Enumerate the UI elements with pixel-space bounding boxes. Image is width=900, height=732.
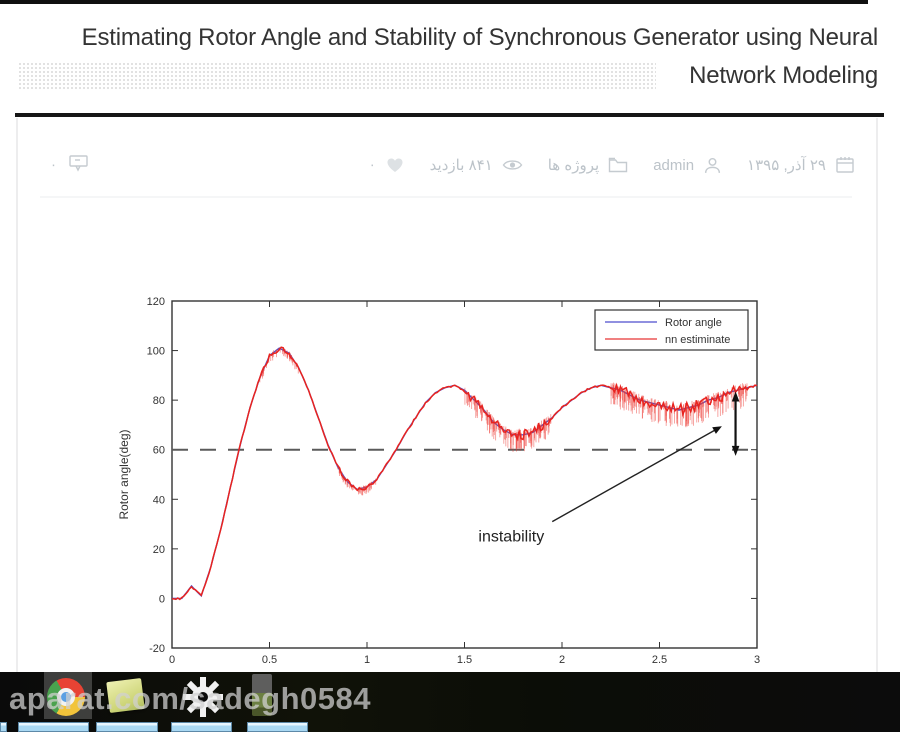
views-label: ۸۴۱ بازدید bbox=[429, 157, 493, 174]
views-group: ۸۴۱ بازدید bbox=[430, 155, 524, 175]
taskbar-window-stub[interactable] bbox=[171, 722, 232, 732]
svg-text:3: 3 bbox=[754, 654, 760, 666]
svg-text:60: 60 bbox=[153, 445, 165, 457]
svg-text:100: 100 bbox=[147, 346, 165, 358]
likes-group[interactable]: ۰ bbox=[369, 155, 406, 175]
watermark-text: aparat.com/sadegh0584 bbox=[9, 681, 372, 716]
svg-text:1.5: 1.5 bbox=[457, 654, 472, 666]
svg-text:Rotor angle(deg): Rotor angle(deg) bbox=[117, 429, 131, 519]
svg-text:-20: -20 bbox=[149, 643, 165, 655]
like-count: ۰ bbox=[368, 157, 376, 172]
svg-text:Rotor angle: Rotor angle bbox=[665, 317, 722, 329]
svg-text:2.5: 2.5 bbox=[652, 654, 667, 666]
rotor-angle-chart: 0 0.5 1 1.5 2 2.5 3 -20 0 20 40 60 80 100 120 Rotor ang… bbox=[117, 296, 760, 666]
taskbar-window-stub[interactable] bbox=[247, 722, 308, 732]
author-group[interactable]: admin bbox=[653, 155, 723, 176]
user-icon bbox=[702, 155, 723, 176]
meta-bar: ۰ ۲۹ bbox=[40, 146, 856, 184]
card-right-border bbox=[876, 118, 878, 672]
card-left-border bbox=[16, 118, 18, 672]
comments-group[interactable]: ۰ bbox=[40, 152, 90, 178]
category-link: پروژه ها bbox=[547, 157, 600, 174]
top-edge-bar bbox=[0, 0, 868, 4]
page-title: Estimating Rotor Angle and Stability of … bbox=[81, 24, 879, 89]
svg-text:0: 0 bbox=[169, 654, 175, 666]
plant-icon[interactable] bbox=[252, 674, 272, 716]
taskbar-window-stub[interactable] bbox=[18, 722, 89, 732]
svg-text:20: 20 bbox=[153, 544, 165, 556]
calendar-icon bbox=[834, 154, 856, 176]
svg-text:2: 2 bbox=[559, 654, 565, 666]
svg-text:40: 40 bbox=[153, 494, 165, 506]
comment-count: ۰ bbox=[50, 157, 57, 172]
svg-text:nn estiminate: nn estiminate bbox=[665, 334, 730, 346]
title-divider bbox=[15, 113, 884, 117]
chrome-icon[interactable] bbox=[47, 678, 85, 716]
svg-text:1: 1 bbox=[364, 654, 370, 666]
eye-icon bbox=[501, 155, 524, 175]
date-group: ۲۹ آذر, ۱۳۹۵ bbox=[747, 154, 856, 176]
comment-icon bbox=[66, 152, 90, 178]
svg-text:instability: instability bbox=[478, 528, 544, 545]
date-label: ۲۹ آذر, ۱۳۹۵ bbox=[747, 157, 826, 174]
taskbar-window-stub[interactable] bbox=[0, 722, 7, 732]
svg-text:80: 80 bbox=[153, 395, 165, 407]
gear-icon[interactable] bbox=[181, 675, 225, 719]
author-link: admin bbox=[653, 156, 695, 174]
svg-text:120: 120 bbox=[147, 296, 165, 308]
svg-text:0: 0 bbox=[159, 593, 165, 605]
svg-text:0.5: 0.5 bbox=[262, 654, 277, 666]
meta-right-group: ۲۹ آذر, ۱۳۹۵ admin پروژه bbox=[369, 154, 856, 176]
heart-icon bbox=[384, 155, 406, 175]
meta-divider bbox=[40, 196, 852, 198]
dotted-texture bbox=[18, 62, 656, 90]
taskbar-window-stub[interactable] bbox=[96, 722, 158, 732]
category-group[interactable]: پروژه ها bbox=[548, 155, 629, 175]
folder-icon bbox=[607, 155, 629, 175]
